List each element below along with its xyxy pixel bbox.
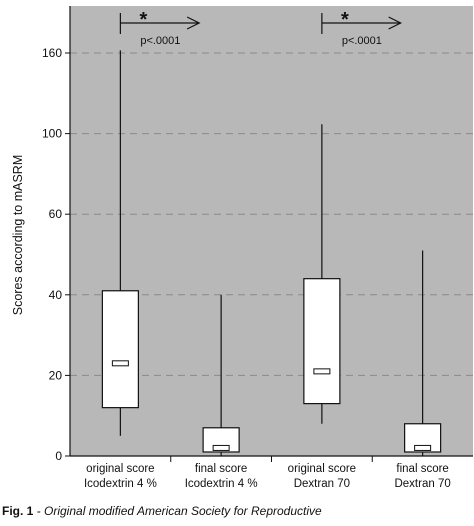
y-tick-label: 20 xyxy=(49,368,63,382)
category-label: Dextran 70 xyxy=(394,478,450,490)
category-label: original score xyxy=(288,463,356,475)
p-value-label: p<.0001 xyxy=(140,35,180,47)
category-label: Icodextrin 4 % xyxy=(185,478,258,490)
y-tick-label: 40 xyxy=(49,288,63,302)
significance-star: * xyxy=(341,9,349,31)
arrow-head xyxy=(388,16,402,30)
category-label: final score xyxy=(396,463,448,475)
y-tick-label: 0 xyxy=(55,449,62,463)
median-marker xyxy=(212,444,230,451)
boxplot-chart: 0 20 40 60 100 160 Scores according to mASRM *… xyxy=(11,6,473,490)
significance-star: * xyxy=(139,9,147,31)
category-label: original score xyxy=(86,463,154,475)
y-axis-label: Scores according to mASRM xyxy=(11,155,25,315)
median-marker xyxy=(414,444,432,451)
category-label: Icodextrin 4 % xyxy=(84,478,157,490)
caption-text: - Original modified American Society for… xyxy=(33,504,322,518)
y-tick-label: 60 xyxy=(49,207,63,221)
category-label: final score xyxy=(195,463,247,475)
y-tick-label: 160 xyxy=(42,46,62,60)
box xyxy=(101,290,139,409)
figure-caption: Fig. 1 - Original modified American Soci… xyxy=(2,501,474,526)
caption-label: Fig. 1 xyxy=(2,504,34,518)
category-label: Dextran 70 xyxy=(294,478,350,490)
box xyxy=(303,278,341,405)
arrow-head xyxy=(186,16,201,30)
p-value-label: p<.0001 xyxy=(342,35,382,47)
y-tick-label: 100 xyxy=(42,127,62,141)
median-marker xyxy=(111,360,129,367)
median-marker xyxy=(313,368,331,375)
